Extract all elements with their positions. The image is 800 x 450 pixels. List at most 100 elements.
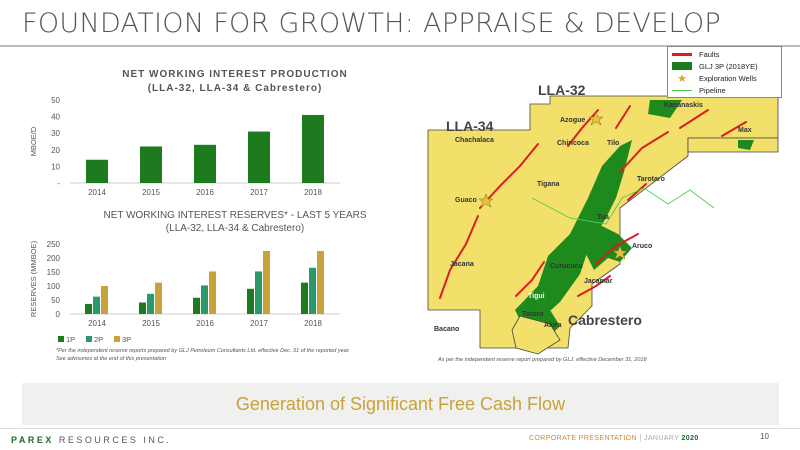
corp-label: CORPORATE PRESENTATION <box>529 435 637 442</box>
fault-line <box>515 261 545 297</box>
field-label: Jacamar <box>584 278 613 285</box>
x-tick-label: 2017 <box>250 188 268 197</box>
y-tick-label: 250 <box>47 240 61 249</box>
x-tick-label: 2018 <box>304 319 322 328</box>
block-area-max <box>687 137 779 153</box>
glj-area-center <box>596 178 616 206</box>
corp-separator: | <box>639 435 642 442</box>
legend-swatch-2P <box>86 336 92 342</box>
field-label: Tarotaro <box>637 176 665 183</box>
field-label: Azogue <box>560 117 586 124</box>
block-label-lla32: LLA-32 <box>538 82 586 98</box>
map-note: As per the independent reserve report pr… <box>438 357 647 363</box>
legend-swatch-3P <box>114 336 120 342</box>
reserves-chart: 0 50 100 150 200 250 RESERVES (MMBOE) 2014 2015 2… <box>30 240 340 344</box>
x-tick-label: 2016 <box>196 319 214 328</box>
legend-wells: Exploration Wells <box>699 73 757 83</box>
y-tick-label: 150 <box>47 268 61 277</box>
bar-2P-2018 <box>309 267 316 314</box>
exploration-well-marker <box>478 193 494 208</box>
fault-line <box>479 143 539 209</box>
x-tick-label: 2017 <box>250 319 268 328</box>
star-icon: ★ <box>677 72 687 85</box>
faults-swatch <box>672 52 692 56</box>
y-tick-label: 100 <box>47 282 61 291</box>
y-axis-label: RESERVES (MMBOE) <box>30 240 38 317</box>
bar-1P-2017 <box>247 288 254 314</box>
fault-line <box>567 109 599 147</box>
block-label-lla34: LLA-34 <box>446 118 494 134</box>
y-tick-label: 50 <box>51 96 60 105</box>
fault-line <box>595 233 639 265</box>
field-label: Curucucu <box>550 263 583 270</box>
x-tick-label: 2014 <box>88 188 106 197</box>
fault-line <box>721 121 747 137</box>
bar-2P-2015 <box>147 293 154 314</box>
map-legend: Faults GLJ 3P (2018YE) ★ Exploration Well… <box>667 46 782 98</box>
bar-1P-2015 <box>139 302 146 314</box>
field-label: Max <box>738 127 752 134</box>
x-tick-label: 2015 <box>142 188 160 197</box>
field-label: Akira <box>544 322 562 329</box>
x-tick-label: 2015 <box>142 319 160 328</box>
field-label: Tilo <box>607 140 620 147</box>
bar-1P-2018 <box>301 282 308 314</box>
bar-2P-2017 <box>255 271 262 314</box>
legend-glj: GLJ 3P (2018YE) <box>699 61 758 71</box>
field-label: Chiricoca <box>557 140 589 147</box>
banner-text: Generation of Significant Free Cash Flow <box>22 383 779 425</box>
glj-swatch <box>672 62 692 70</box>
glj-area-east <box>582 224 632 270</box>
corp-year: 2020 <box>681 435 699 442</box>
y-tick-label: 200 <box>47 254 61 263</box>
bar-3P-2018 <box>317 251 324 314</box>
cabrestero-area <box>511 315 561 355</box>
legend-label-2P: 2P <box>94 335 103 344</box>
y-tick-label: 0 <box>56 310 61 319</box>
legend-swatch-1P <box>58 336 64 342</box>
x-tick-label: 2016 <box>196 188 214 197</box>
field-label: Tigui <box>528 293 545 300</box>
pipeline-swatch <box>672 89 692 91</box>
footnote-line-1: *Per the independent reserve reports pre… <box>56 348 350 354</box>
company-brand: PAREX RESOURCES INC. <box>11 435 171 445</box>
legend-label-1P: 1P <box>66 335 75 344</box>
y-tick-label: 20 <box>51 146 60 155</box>
footnote: *Per the independent reserve reports pre… <box>56 347 416 363</box>
bar-production-2017 <box>248 131 270 183</box>
exploration-well-marker <box>612 245 628 260</box>
bar-1P-2016 <box>193 297 200 314</box>
legend-pipeline: Pipeline <box>699 85 726 95</box>
fault-line <box>679 109 709 129</box>
reserves-chart-title: NET WORKING INTEREST RESERVES* - LAST 5 … <box>75 209 395 235</box>
bar-3P-2017 <box>263 251 270 314</box>
y-tick-label: - <box>57 179 60 188</box>
field-label: Tigana <box>537 181 560 188</box>
glj-area-north <box>648 100 682 118</box>
fault-line <box>439 215 479 299</box>
x-tick-label: 2014 <box>88 319 106 328</box>
bar-production-2015 <box>140 146 162 183</box>
corp-month: JANUARY <box>643 435 680 442</box>
bar-1P-2014 <box>85 303 92 314</box>
fault-line <box>619 131 669 173</box>
production-chart-title: NET WORKING INTEREST PRODUCTION (LLA-32,… <box>80 68 390 96</box>
glj-area-max <box>738 140 754 150</box>
bar-3P-2015 <box>155 282 162 314</box>
y-tick-label: 50 <box>51 296 60 305</box>
page-number: 10 <box>760 432 769 441</box>
corporate-label: CORPORATE PRESENTATION | JANUARY 2020 <box>529 435 699 442</box>
production-subtitle-line: (LLA-32, LLA-34 & Cabrestero) <box>147 83 323 94</box>
field-label: Guaco <box>455 197 477 204</box>
bar-2P-2016 <box>201 285 208 314</box>
field-label: Aruco <box>632 243 653 250</box>
field-label: Jacana <box>450 261 474 268</box>
bar-production-2014 <box>86 159 108 183</box>
production-title-line: NET WORKING INTEREST PRODUCTION <box>122 69 348 80</box>
footnote-line-2: See advisories at the end of this presen… <box>56 356 167 362</box>
bar-production-2016 <box>194 144 216 183</box>
legend-label-3P: 3P <box>122 335 131 344</box>
field-label: Chachalaca <box>455 137 494 144</box>
y-tick-label: 30 <box>51 129 60 138</box>
y-tick-label: 10 <box>51 162 60 171</box>
